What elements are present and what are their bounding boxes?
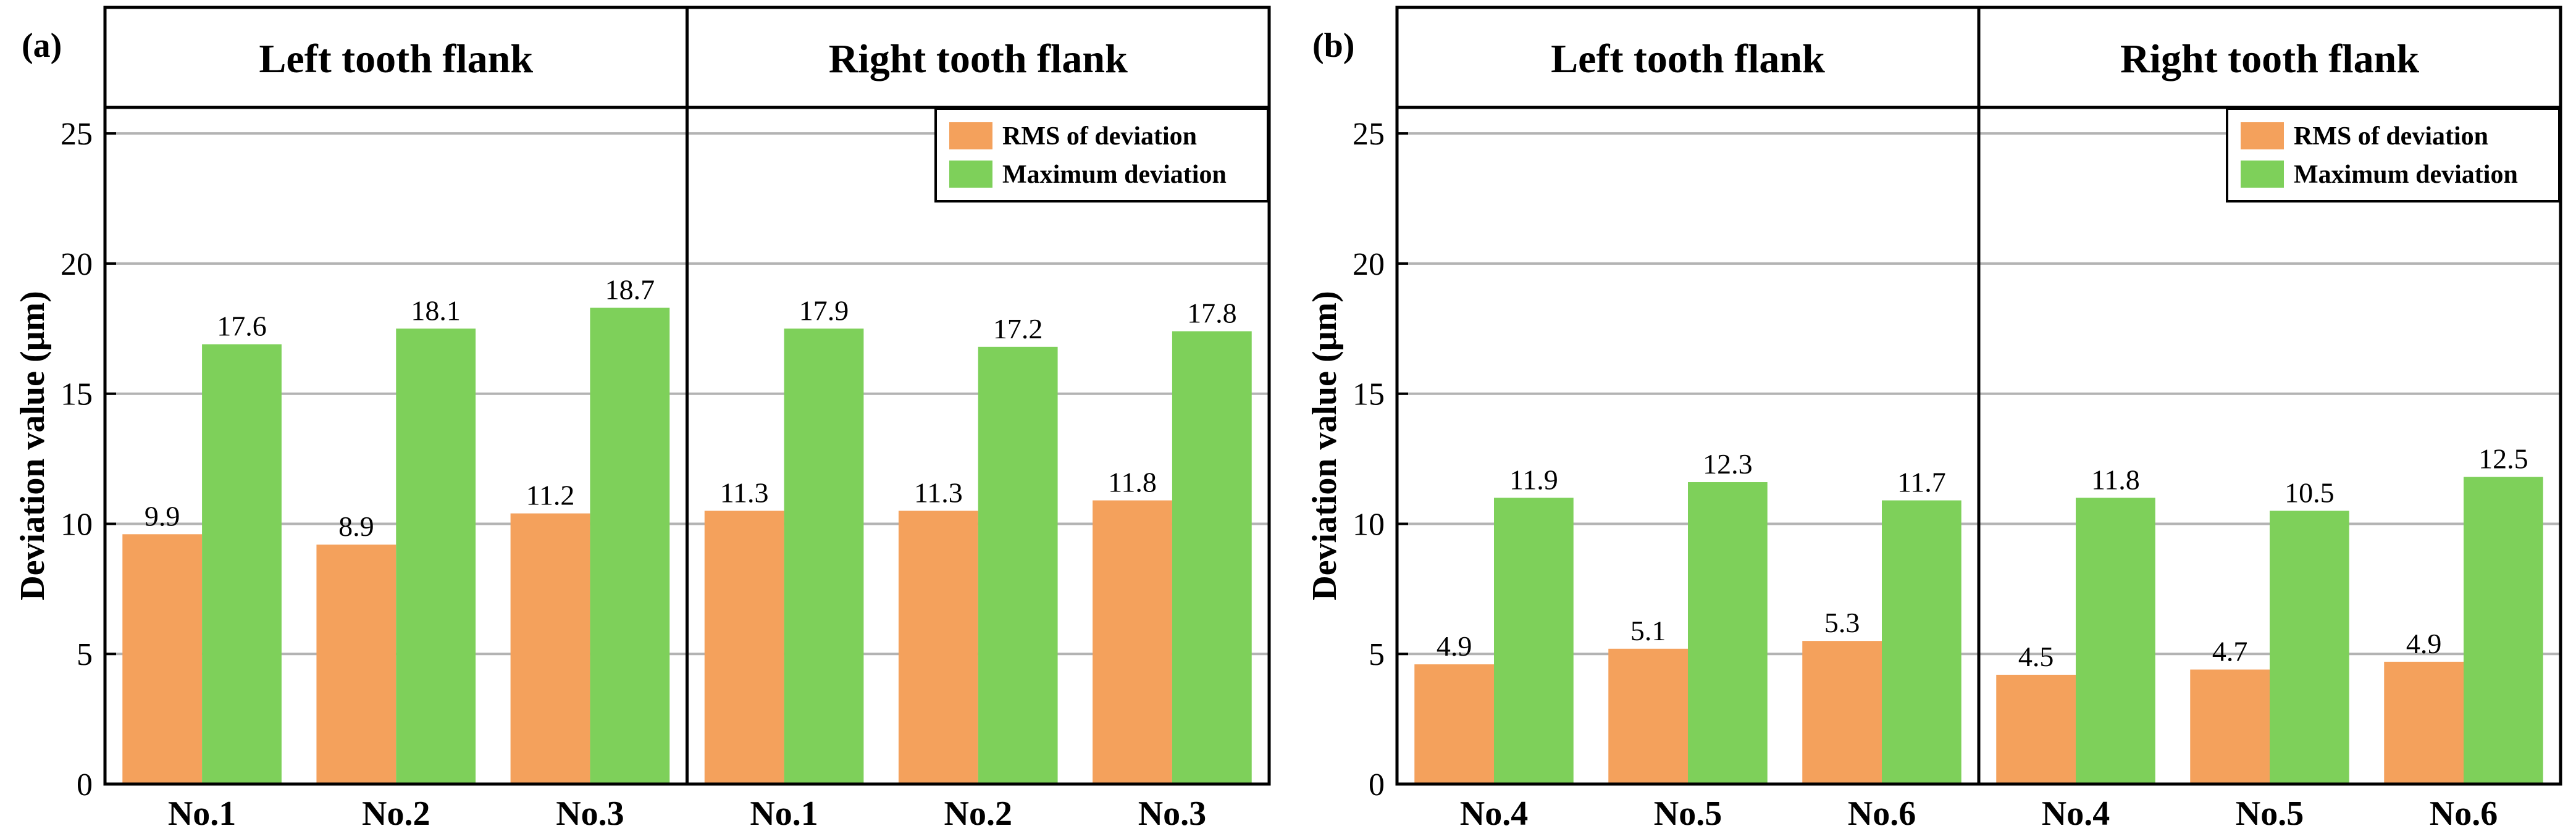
panel-0-bar-g0-No.2-max: [396, 328, 476, 784]
panel-0-bar-g0-No.3-max: [590, 307, 670, 785]
panel-0-ytick-label-0: 0: [77, 767, 93, 803]
panel-1-value-label-g1-No.4-max: 11.8: [2091, 464, 2140, 495]
panel-0-ytick-label-5: 25: [61, 117, 93, 152]
panel-0-value-label-g0-No.3-rms: 11.2: [526, 480, 575, 511]
panel-0-group-title-1: Right tooth flank: [829, 36, 1128, 81]
panel-1-bar-g1-No.6-max: [2464, 477, 2543, 784]
panel-1-group-title-0: Left tooth flank: [1551, 36, 1825, 81]
panel-1-bar-g0-No.4-max: [1494, 498, 1574, 784]
panel-0-legend-label-rms: RMS of deviation: [1002, 122, 1197, 151]
panel-0-panel-label: (a): [22, 27, 62, 65]
panel-0-ytick-label-2: 10: [61, 507, 93, 542]
panel-1-bar-g0-No.6-rms: [1802, 641, 1882, 784]
panel-0-group-title-0: Left tooth flank: [259, 36, 533, 81]
panel-0-value-label-g0-No.1-rms: 9.9: [145, 500, 180, 532]
panel-0-legend-label-max: Maximum deviation: [1002, 161, 1227, 189]
panel-0-value-label-g0-No.2-max: 18.1: [411, 294, 461, 326]
panel-1-value-label-g1-No.6-rms: 4.9: [2406, 628, 2442, 659]
panel-1-ytick-label-0: 0: [1369, 767, 1385, 803]
panel-1-bar-g1-No.5-max: [2270, 511, 2349, 784]
panel-0-value-label-g1-No.3-max: 17.8: [1187, 298, 1237, 329]
panel-1-value-label-g1-No.6-max: 12.5: [2478, 443, 2528, 475]
panel-0-bar-g0-No.1-max: [202, 344, 282, 784]
panel-0-bar-g1-No.2-max: [978, 346, 1058, 784]
panel-0-legend-swatch-max: [949, 161, 992, 188]
panel-0-xtick-g0-No.2: No.2: [362, 795, 430, 833]
panel-1-bar-g0-No.5-max: [1688, 482, 1768, 784]
panel-0-bar-g1-No.3-rms: [1093, 500, 1172, 784]
panel-1-legend-label-max: Maximum deviation: [2294, 161, 2518, 189]
panel-0-xtick-g1-No.3: No.3: [1138, 795, 1206, 833]
panel-1-ytick-label-5: 25: [1353, 117, 1385, 152]
panel-1-panel-label: (b): [1312, 27, 1354, 65]
panel-0-value-label-g1-No.1-max: 17.9: [799, 294, 849, 326]
panel-1-ytick-label-2: 10: [1353, 507, 1385, 542]
panel-1-value-label-g1-No.5-max: 10.5: [2284, 477, 2335, 508]
panel-1-xtick-g1-No.5: No.5: [2236, 795, 2304, 833]
panel-0-value-label-g0-No.2-rms: 8.9: [338, 511, 374, 542]
panel-1-xtick-g1-No.6: No.6: [2430, 795, 2498, 833]
panel-0-value-label-g1-No.1-rms: 11.3: [720, 477, 769, 508]
panel-1-value-label-g0-No.6-rms: 5.3: [1824, 607, 1860, 638]
panel-1-value-label-g0-No.6-max: 11.7: [1897, 467, 1946, 498]
panel-1-bar-g0-No.4-rms: [1414, 664, 1494, 784]
panel-1-bar-g1-No.4-max: [2076, 498, 2155, 784]
panel-1-value-label-g0-No.5-rms: 5.1: [1630, 615, 1666, 646]
panel-1-legend-label-rms: RMS of deviation: [2294, 122, 2488, 151]
panel-1-bar-g0-No.5-rms: [1608, 648, 1688, 784]
panel-0-ytick-label-1: 5: [77, 637, 93, 672]
panel-1-legend-swatch-rms: [2241, 122, 2284, 149]
panel-1-bar-g1-No.5-rms: [2190, 669, 2270, 784]
panel-1-xtick-g0-No.6: No.6: [1848, 795, 1916, 833]
panel-0-ytick-label-4: 20: [61, 247, 93, 282]
panel-1-ytick-label-4: 20: [1353, 247, 1385, 282]
panel-1-bar-g0-No.6-max: [1882, 500, 1961, 784]
panel-1-xtick-g0-No.5: No.5: [1654, 795, 1722, 833]
panel-1-xtick-g1-No.4: No.4: [2042, 795, 2110, 833]
panel-0-legend-swatch-rms: [949, 122, 992, 149]
panel-0-xtick-g0-No.3: No.3: [556, 795, 624, 833]
panel-1-ytick-label-3: 15: [1353, 377, 1385, 412]
panel-0-bar-g1-No.1-max: [784, 328, 864, 784]
panel-1-value-label-g0-No.4-max: 11.9: [1509, 464, 1558, 495]
panel-1-value-label-g0-No.5-max: 12.3: [1703, 448, 1753, 480]
panel-0-value-label-g1-No.2-rms: 11.3: [914, 477, 963, 508]
panel-0-bar-g0-No.3-rms: [510, 513, 590, 784]
panel-0-value-label-g1-No.2-max: 17.2: [993, 313, 1043, 344]
panel-1-xtick-g0-No.4: No.4: [1460, 795, 1528, 833]
panel-1-value-label-g1-No.5-rms: 4.7: [2212, 636, 2248, 667]
panel-1-group-title-1: Right tooth flank: [2120, 36, 2419, 81]
panel-1-value-label-g0-No.4-rms: 4.9: [1437, 630, 1472, 662]
panel-1-legend-swatch-max: [2241, 161, 2284, 188]
panel-0-bar-g1-No.2-rms: [898, 511, 978, 784]
panel-0-xtick-g0-No.1: No.1: [168, 795, 236, 833]
panel-0-xtick-g1-No.1: No.1: [750, 795, 818, 833]
panel-1-bar-g1-No.4-rms: [1996, 674, 2076, 784]
panel-0-value-label-g0-No.1-max: 17.6: [217, 311, 267, 342]
panel-0-bar-g0-No.1-rms: [122, 534, 203, 784]
panel-1-bar-g1-No.6-rms: [2384, 661, 2464, 784]
panel-1-y-axis-label: Deviation value (μm): [1306, 291, 1344, 600]
panel-0-value-label-g1-No.3-rms: 11.8: [1108, 467, 1157, 498]
panel-0-bar-g1-No.3-max: [1172, 331, 1252, 784]
panel-0-y-axis-label: Deviation value (μm): [14, 291, 52, 600]
panel-1-ytick-label-1: 5: [1369, 637, 1385, 672]
panel-0-bar-g0-No.2-rms: [316, 545, 396, 784]
panel-0-bar-g1-No.1-rms: [704, 511, 784, 784]
panel-0-value-label-g0-No.3-max: 18.7: [605, 274, 655, 306]
panel-0-ytick-label-3: 15: [61, 377, 93, 412]
panel-0-xtick-g1-No.2: No.2: [944, 795, 1012, 833]
panel-1-value-label-g1-No.4-rms: 4.5: [2018, 641, 2054, 672]
